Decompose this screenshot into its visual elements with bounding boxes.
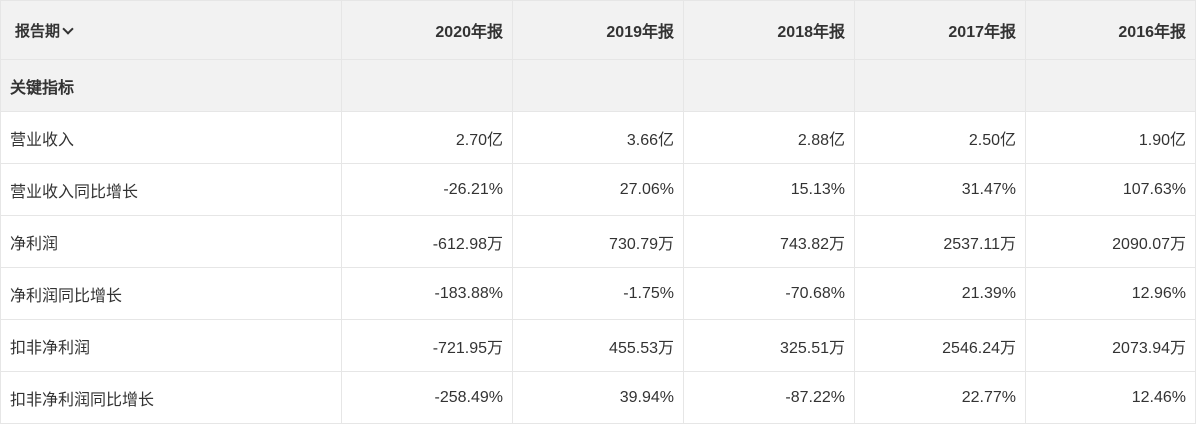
table-cell: 2073.94万: [1025, 319, 1196, 372]
table-cell: 12.96%: [1025, 267, 1196, 320]
empty-cell: [512, 59, 684, 112]
row-label: 扣非净利润同比增长: [0, 371, 342, 424]
empty-cell: [683, 59, 855, 112]
table-row: 营业收入同比增长 -26.21% 27.06% 15.13% 31.47% 10…: [0, 163, 1196, 216]
section-title: 关键指标: [0, 59, 342, 112]
table-cell: 455.53万: [512, 319, 684, 372]
chevron-down-icon: [62, 22, 74, 35]
table-row: 扣非净利润同比增长 -258.49% 39.94% -87.22% 22.77%…: [0, 371, 1196, 424]
table-cell: 2537.11万: [854, 215, 1026, 268]
table-cell: -258.49%: [341, 371, 513, 424]
table-row: 净利润同比增长 -183.88% -1.75% -70.68% 21.39% 1…: [0, 267, 1196, 320]
table-cell: 730.79万: [512, 215, 684, 268]
table-cell: 3.66亿: [512, 111, 684, 164]
table-row: 营业收入 2.70亿 3.66亿 2.88亿 2.50亿 1.90亿: [0, 111, 1196, 164]
table-cell: 22.77%: [854, 371, 1026, 424]
table-cell: 12.46%: [1025, 371, 1196, 424]
table-cell: 2546.24万: [854, 319, 1026, 372]
report-period-dropdown[interactable]: 报告期: [0, 0, 342, 60]
table-cell: 2.50亿: [854, 111, 1026, 164]
column-header-year: 2016年报: [1025, 0, 1196, 60]
table-header-row: 报告期 2020年报 2019年报 2018年报 2017年报 2016年报: [0, 0, 1196, 60]
table-cell: -26.21%: [341, 163, 513, 216]
table-cell: -87.22%: [683, 371, 855, 424]
table-cell: 2090.07万: [1025, 215, 1196, 268]
row-label: 营业收入: [0, 111, 342, 164]
empty-cell: [341, 59, 513, 112]
column-header-year: 2020年报: [341, 0, 513, 60]
table-cell: 2.70亿: [341, 111, 513, 164]
table-row: 扣非净利润 -721.95万 455.53万 325.51万 2546.24万 …: [0, 319, 1196, 372]
row-label: 营业收入同比增长: [0, 163, 342, 216]
empty-cell: [1025, 59, 1196, 112]
table-cell: 21.39%: [854, 267, 1026, 320]
table-cell: 743.82万: [683, 215, 855, 268]
section-row-key-indicators: 关键指标: [0, 59, 1196, 112]
table-cell: -183.88%: [341, 267, 513, 320]
table-cell: 107.63%: [1025, 163, 1196, 216]
table-cell: -721.95万: [341, 319, 513, 372]
table-cell: 15.13%: [683, 163, 855, 216]
row-label: 扣非净利润: [0, 319, 342, 372]
column-header-year: 2017年报: [854, 0, 1026, 60]
table-cell: -612.98万: [341, 215, 513, 268]
table-cell: 1.90亿: [1025, 111, 1196, 164]
column-header-year: 2019年报: [512, 0, 684, 60]
report-period-label: 报告期: [15, 22, 61, 40]
table-cell: 2.88亿: [683, 111, 855, 164]
column-header-year: 2018年报: [683, 0, 855, 60]
row-label: 净利润: [0, 215, 342, 268]
table-cell: 31.47%: [854, 163, 1026, 216]
table-cell: -1.75%: [512, 267, 684, 320]
table-cell: 325.51万: [683, 319, 855, 372]
table-cell: 39.94%: [512, 371, 684, 424]
table-cell: -70.68%: [683, 267, 855, 320]
table-row: 净利润 -612.98万 730.79万 743.82万 2537.11万 20…: [0, 215, 1196, 268]
row-label: 净利润同比增长: [0, 267, 342, 320]
empty-cell: [854, 59, 1026, 112]
table-cell: 27.06%: [512, 163, 684, 216]
